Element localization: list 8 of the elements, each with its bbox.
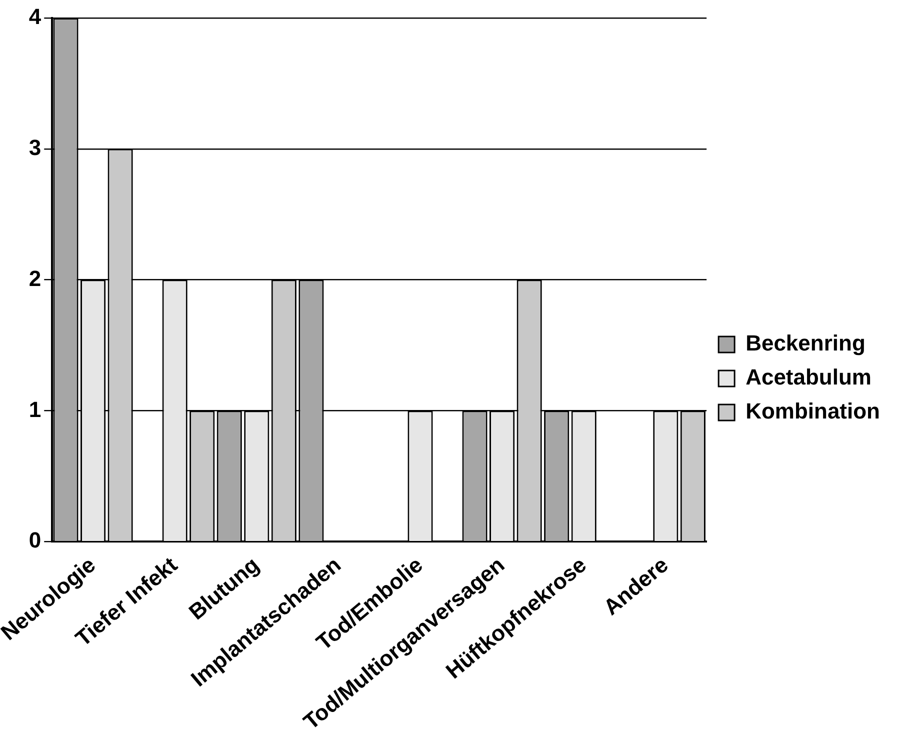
y-tick-label: 1 <box>28 396 42 422</box>
legend-label: Acetabulum <box>746 364 872 390</box>
y-tick-label: 0 <box>28 528 42 553</box>
y-tick-label: 2 <box>28 266 42 291</box>
y-tick-label: 4 <box>28 4 42 30</box>
y-tick-label: 3 <box>28 134 42 160</box>
legend-label: Beckenring <box>746 330 866 356</box>
legend-label: Kombination <box>746 398 880 424</box>
